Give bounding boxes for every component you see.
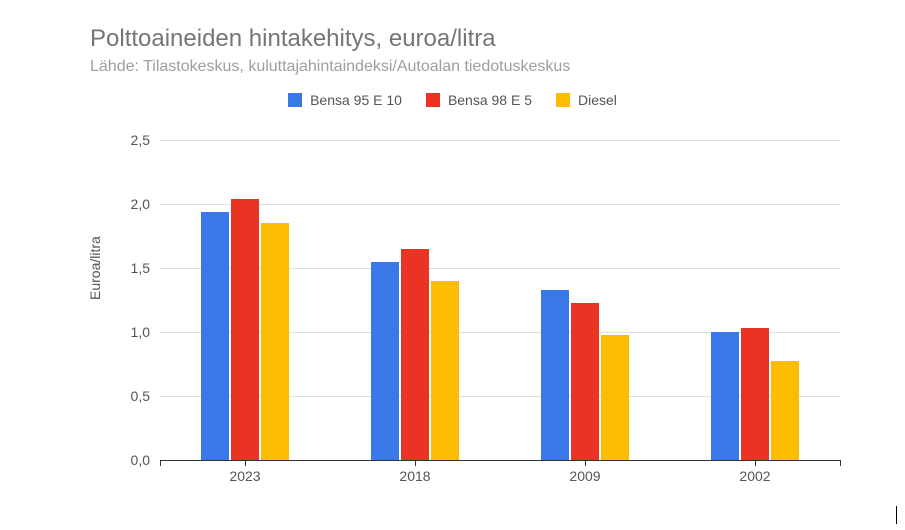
plot-area: 0,00,51,01,52,02,52023201820092002 [160, 140, 840, 460]
legend-label: Bensa 95 E 10 [310, 92, 402, 108]
x-tick-mark [585, 460, 586, 466]
bar [541, 290, 569, 460]
legend-swatch [426, 93, 440, 107]
x-tick-label: 2023 [229, 468, 260, 484]
chart-subtitle: Lähde: Tilastokeskus, kuluttajahintainde… [90, 58, 570, 76]
x-tick-label: 2009 [569, 468, 600, 484]
bar [741, 328, 769, 460]
y-tick-label: 1,5 [131, 260, 150, 276]
bar [201, 212, 229, 460]
bar [711, 332, 739, 460]
x-tick-mark [755, 460, 756, 466]
chart-container: Polttoaineiden hintakehitys, euroa/litra… [0, 0, 905, 530]
y-tick-label: 1,0 [131, 324, 150, 340]
legend-item: Diesel [556, 92, 617, 108]
x-tick-mark [160, 460, 161, 466]
x-tick-label: 2018 [399, 468, 430, 484]
bar [601, 335, 629, 460]
bar [771, 361, 799, 460]
legend-item: Bensa 95 E 10 [288, 92, 402, 108]
y-tick-label: 0,0 [131, 452, 150, 468]
gridline [160, 204, 840, 205]
x-tick-mark [840, 460, 841, 466]
y-tick-label: 0,5 [131, 388, 150, 404]
x-tick-mark [415, 460, 416, 466]
bar [571, 303, 599, 460]
gridline [160, 140, 840, 141]
legend-label: Diesel [578, 92, 617, 108]
bar [261, 223, 289, 460]
bar [431, 281, 459, 460]
y-axis-label: Euroa/litra [87, 236, 103, 300]
text-cursor [896, 506, 897, 524]
legend-swatch [288, 93, 302, 107]
axis-baseline [160, 460, 840, 461]
legend-item: Bensa 98 E 5 [426, 92, 532, 108]
x-tick-label: 2002 [739, 468, 770, 484]
x-tick-mark [245, 460, 246, 466]
chart-legend: Bensa 95 E 10 Bensa 98 E 5 Diesel [0, 92, 905, 110]
bar [401, 249, 429, 460]
chart-title: Polttoaineiden hintakehitys, euroa/litra [90, 25, 496, 53]
y-tick-label: 2,0 [131, 196, 150, 212]
bar [371, 262, 399, 460]
legend-label: Bensa 98 E 5 [448, 92, 532, 108]
legend-swatch [556, 93, 570, 107]
bar [231, 199, 259, 460]
y-tick-label: 2,5 [131, 132, 150, 148]
